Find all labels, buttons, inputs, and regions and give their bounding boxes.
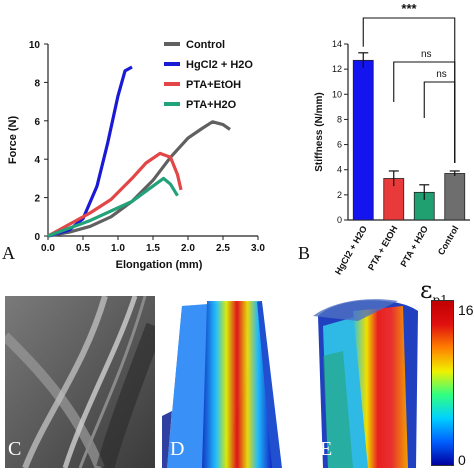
category-label: PTA + H2O xyxy=(398,224,430,269)
legend-entry: PTA+H2O xyxy=(186,99,237,111)
series-line xyxy=(47,176,179,238)
y-tick-label: 10 xyxy=(332,89,342,99)
x-tick-label: 0.5 xyxy=(76,243,90,254)
colorbar-gradient xyxy=(431,300,454,466)
y-tick-label: 4 xyxy=(337,165,342,175)
panel-label-e: E xyxy=(320,438,333,460)
y-axis-label: Force (N) xyxy=(7,116,19,165)
series-line xyxy=(47,151,183,238)
legend-entry: Control xyxy=(186,39,225,51)
panel-label-b: B xyxy=(298,243,311,263)
y-tick-label: 8 xyxy=(34,78,40,89)
y-tick-label: 0 xyxy=(34,232,40,243)
category-label: PTA + EtOH xyxy=(366,224,400,272)
bar xyxy=(383,178,405,221)
micro-ct-texture xyxy=(5,296,155,468)
y-axis-label: Stiffness (N/mm) xyxy=(314,92,325,171)
y-tick-label: 0 xyxy=(337,215,342,225)
x-tick-label: 0.0 xyxy=(41,243,55,254)
y-tick-label: 8 xyxy=(337,114,342,124)
x-tick-label: 3.0 xyxy=(251,243,265,254)
series-line xyxy=(47,65,133,238)
y-tick-label: 12 xyxy=(332,64,342,74)
significance-bracket xyxy=(423,81,456,163)
x-tick-label: 1.5 xyxy=(146,243,160,254)
y-tick-label: 10 xyxy=(29,40,41,51)
y-tick-label: 6 xyxy=(337,140,342,150)
colorbar-symbol-main: ε xyxy=(420,276,433,304)
y-tick-label: 6 xyxy=(34,117,40,128)
colorbar-min-label: 0 xyxy=(458,452,466,468)
strain-map-3d-render xyxy=(313,299,418,468)
x-tick-label: 1.0 xyxy=(111,243,125,254)
legend-entry: PTA+EtOH xyxy=(186,79,241,91)
y-tick-label: 2 xyxy=(337,190,342,200)
strain-map-2d-render xyxy=(162,296,294,468)
legend-entry: HgCl2 + H2O xyxy=(186,59,253,71)
significance-label: ns xyxy=(436,69,447,80)
strain-map-2d: D xyxy=(162,296,294,468)
significance-bracket xyxy=(362,17,456,163)
strain-map-3d: E xyxy=(298,296,426,468)
significance-label: *** xyxy=(401,1,417,16)
significance-label: ns xyxy=(421,49,432,60)
panel-label-d: D xyxy=(170,438,185,460)
x-tick-label: 2.0 xyxy=(181,243,195,254)
bar xyxy=(352,59,374,221)
y-tick-label: 2 xyxy=(34,194,40,205)
panel-label-c: C xyxy=(8,438,22,460)
series-line xyxy=(47,120,231,238)
bar xyxy=(413,191,435,221)
x-tick-label: 2.5 xyxy=(216,243,230,254)
category-label: Control xyxy=(436,224,461,257)
category-label: HgCl2 + H2O xyxy=(333,224,369,276)
y-tick-label: 14 xyxy=(332,39,342,49)
x-axis-label: Elongation (mm) xyxy=(116,259,203,271)
micro-ct-image: C xyxy=(5,296,155,468)
y-tick-label: 4 xyxy=(34,155,40,166)
significance-bracket xyxy=(393,61,456,163)
panel-label-a: A xyxy=(2,243,15,263)
colorbar-max-label: 16 xyxy=(458,302,474,318)
bar xyxy=(444,173,466,221)
